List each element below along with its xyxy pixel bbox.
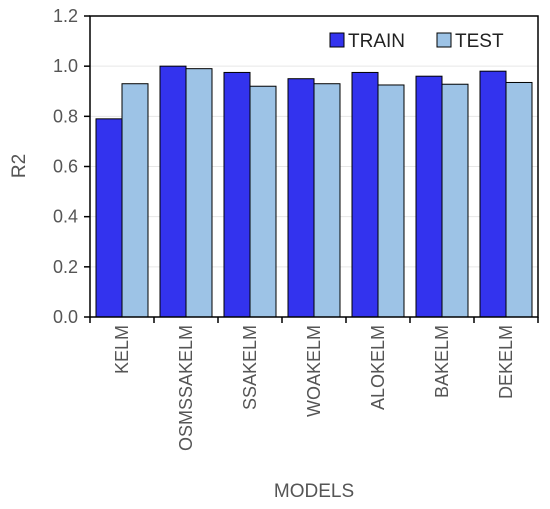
x-tick-label: ALOKELM	[368, 325, 388, 410]
bar-test-woakelm	[313, 83, 341, 318]
legend-label-train: TRAIN	[348, 31, 405, 52]
bar-train-bakelm	[415, 75, 443, 318]
bar-train-kelm	[95, 118, 123, 318]
bar-test-dekelm	[505, 81, 533, 318]
x-tick-label: KELM	[112, 325, 132, 374]
bar-test-kelm	[121, 83, 149, 318]
x-tick-label: BAKELM	[432, 325, 452, 398]
legend: TRAIN TEST	[329, 31, 504, 52]
y-tick-label: 0.4	[53, 207, 78, 227]
legend-swatch-train	[329, 32, 345, 48]
tick-labels: 0.0 0.2 0.4 0.6 0.8 1.0 1.2 KELM OSMSSAKELM SSAKE…	[53, 6, 516, 451]
x-tick-label: WOAKELM	[304, 325, 324, 417]
legend-swatch-test	[436, 32, 452, 48]
bar-train-ssakelm	[223, 71, 251, 318]
axes	[84, 15, 539, 323]
plot-frame	[89, 15, 539, 318]
bar-train-dekelm	[479, 70, 507, 318]
bar-test-ssakelm	[249, 85, 277, 318]
bar-test-alokelm	[377, 84, 405, 318]
y-tick-label: 0.0	[53, 307, 78, 327]
y-tick-label: 0.2	[53, 257, 78, 277]
bar-test-osmssakelm	[185, 68, 213, 318]
legend-label-test: TEST	[455, 31, 504, 52]
y-tick-label: 0.6	[53, 157, 78, 177]
y-tick-label: 0.8	[53, 106, 78, 126]
x-tick-label: OSMSSAKELM	[176, 325, 196, 451]
bar-train-osmssakelm	[159, 65, 187, 318]
x-tick-label: DEKELM	[496, 325, 516, 399]
bar-train-woakelm	[287, 78, 315, 318]
x-tick-label: SSAKELM	[240, 325, 260, 410]
bar-train-alokelm	[351, 71, 379, 318]
y-tick-label: 1.2	[53, 6, 78, 26]
y-axis-title: R2	[9, 154, 30, 178]
bars	[95, 65, 533, 318]
bar-test-bakelm	[441, 83, 469, 318]
x-axis-title: MODELS	[274, 481, 354, 502]
y-tick-label: 1.0	[53, 56, 78, 76]
